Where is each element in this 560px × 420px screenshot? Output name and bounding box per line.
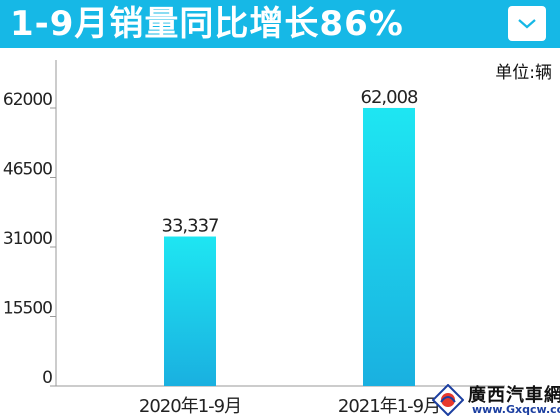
bar-value-label: 62,008 — [361, 87, 419, 108]
y-tick-label: 0 — [42, 368, 52, 388]
page-title: 1-9月销量同比增长86% — [10, 4, 404, 44]
x-category-label: 2020年1-9月 — [139, 396, 241, 417]
watermark-name: 廣西汽車網 — [468, 385, 560, 406]
bar — [363, 107, 415, 387]
x-category-label: 2021年1-9月 — [338, 396, 440, 417]
y-tick-label: 15500 — [3, 298, 52, 318]
bar-value-label: 33,337 — [162, 216, 219, 237]
chevron-down-icon — [518, 19, 536, 29]
y-tick-label: 46500 — [3, 159, 52, 179]
watermark-url: www.Gxqcw.com — [472, 403, 560, 416]
bar — [164, 236, 216, 386]
watermark-logo: 廣西汽車網 www.Gxqcw.com — [430, 380, 560, 420]
car-logo-icon — [432, 384, 464, 416]
title-banner: 1-9月销量同比增长86% — [0, 0, 560, 48]
y-tick-label: 31000 — [3, 229, 52, 249]
dropdown-button[interactable] — [508, 6, 546, 41]
y-tick-label: 62000 — [3, 90, 52, 110]
unit-label: 单位:辆 — [495, 63, 552, 83]
